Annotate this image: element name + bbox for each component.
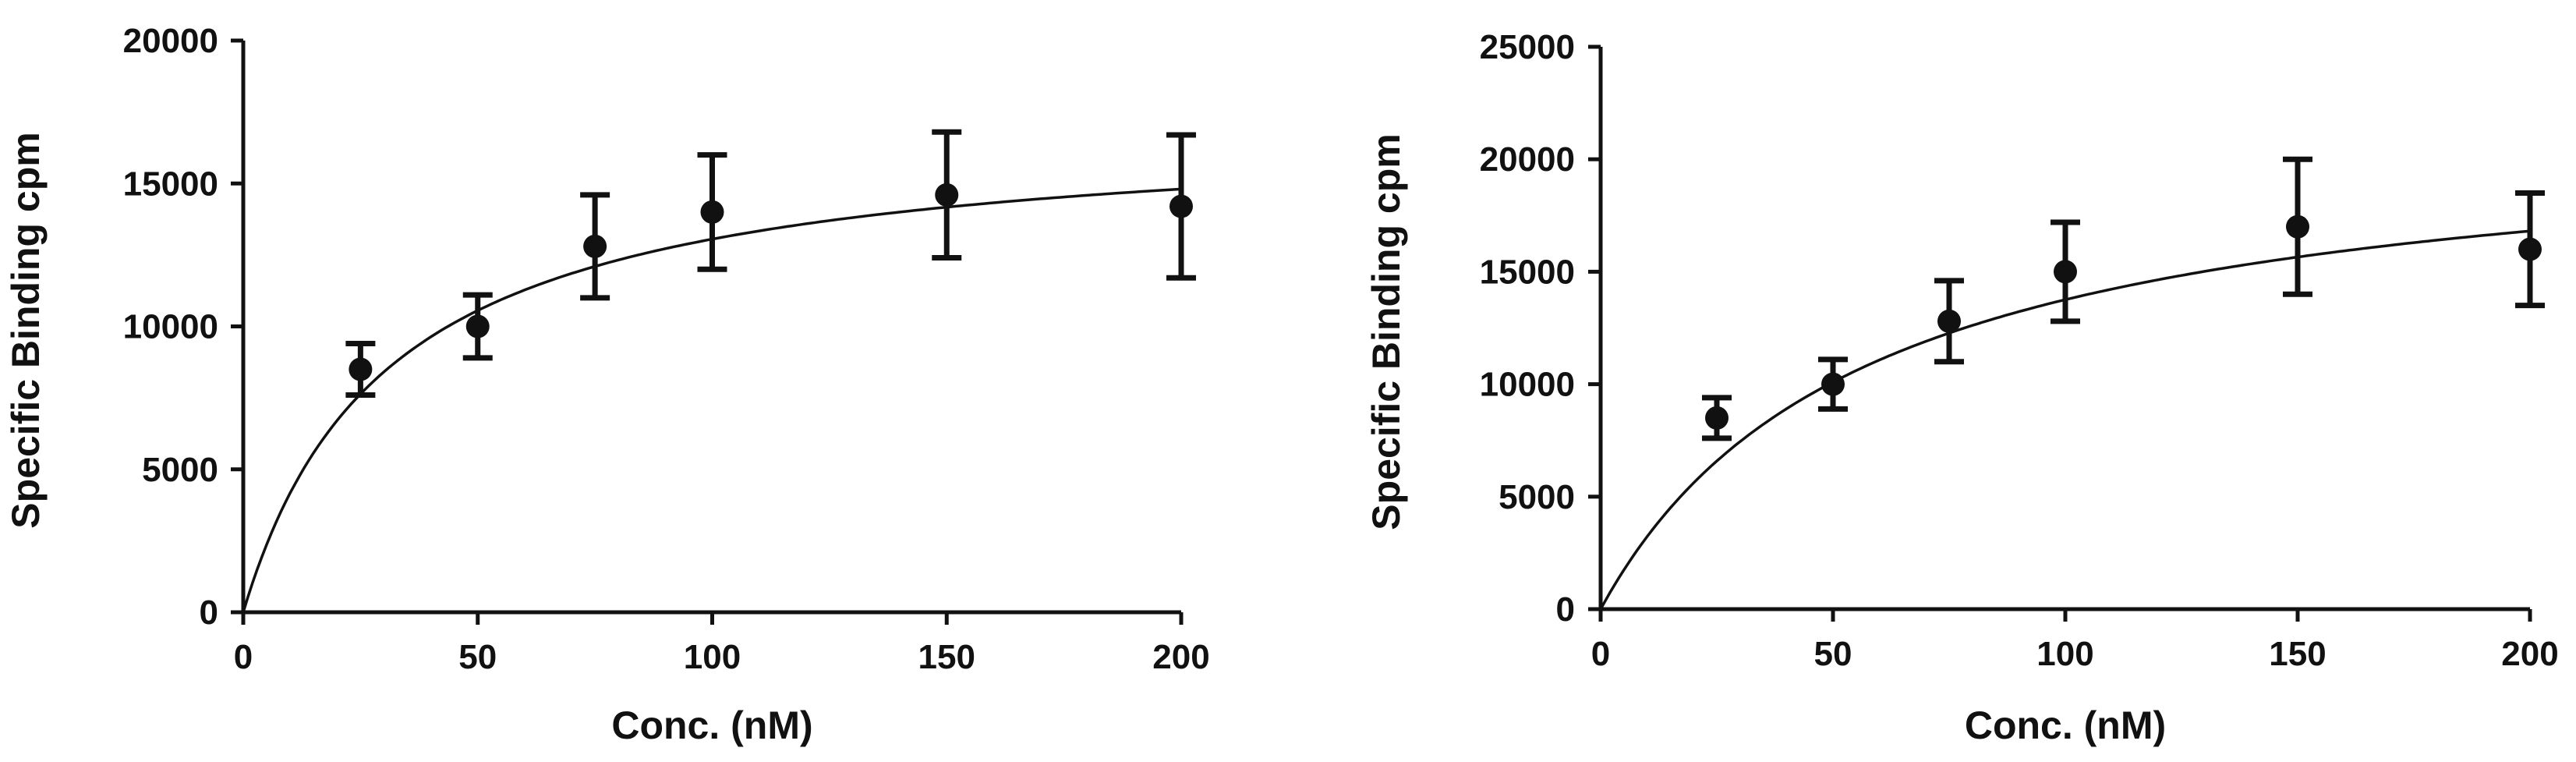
data-point bbox=[583, 234, 607, 258]
y-tick-label: 10000 bbox=[123, 308, 218, 346]
y-tick-label: 20000 bbox=[1480, 140, 1575, 179]
data-point bbox=[935, 183, 959, 207]
y-tick-label: 5000 bbox=[142, 451, 218, 489]
y-tick-label: 15000 bbox=[1480, 253, 1575, 291]
data-point bbox=[2286, 214, 2309, 239]
x-axis-title: Conc. (nM) bbox=[1965, 704, 2166, 747]
y-tick-label: 10000 bbox=[1480, 366, 1575, 404]
y-tick-label: 25000 bbox=[1480, 28, 1575, 66]
data-point bbox=[1169, 194, 1193, 218]
y-tick-label: 5000 bbox=[1499, 478, 1575, 516]
data-point bbox=[2054, 260, 2077, 284]
y-tick-label: 20000 bbox=[123, 22, 218, 60]
x-tick-label: 150 bbox=[2269, 635, 2326, 673]
data-point bbox=[1937, 309, 1961, 333]
data-point bbox=[349, 357, 373, 381]
y-tick-label: 0 bbox=[200, 594, 218, 632]
y-tick-label: 0 bbox=[1556, 590, 1575, 629]
chart-1: 0 5000 10000 15000 20000 0 50 100 150 200 Conc. (n… bbox=[4, 22, 1210, 747]
data-point bbox=[1821, 372, 1845, 396]
x-tick-label: 100 bbox=[684, 638, 741, 676]
chart-2: 0 5000 10000 15000 20000 25000 0 50 100 150 200 Con… bbox=[1364, 28, 2559, 747]
x-tick-label: 200 bbox=[1152, 638, 1209, 676]
x-tick-label: 50 bbox=[458, 638, 497, 676]
data-point bbox=[2518, 237, 2542, 261]
x-tick-label: 0 bbox=[1591, 635, 1610, 673]
y-tick-label: 15000 bbox=[123, 165, 218, 203]
x-tick-label: 50 bbox=[1814, 635, 1852, 673]
data-point bbox=[1705, 406, 1729, 430]
data-point bbox=[700, 200, 724, 224]
data-point bbox=[465, 314, 490, 338]
x-axis-title: Conc. (nM) bbox=[611, 704, 812, 747]
y-axis-title: Specific Binding cpm bbox=[1364, 133, 1408, 530]
x-tick-label: 150 bbox=[918, 638, 975, 676]
y-axis-title: Specific Binding cpm bbox=[4, 132, 48, 528]
x-tick-label: 200 bbox=[2501, 635, 2558, 673]
x-tick-label: 0 bbox=[234, 638, 253, 676]
x-tick-label: 100 bbox=[2036, 635, 2093, 673]
